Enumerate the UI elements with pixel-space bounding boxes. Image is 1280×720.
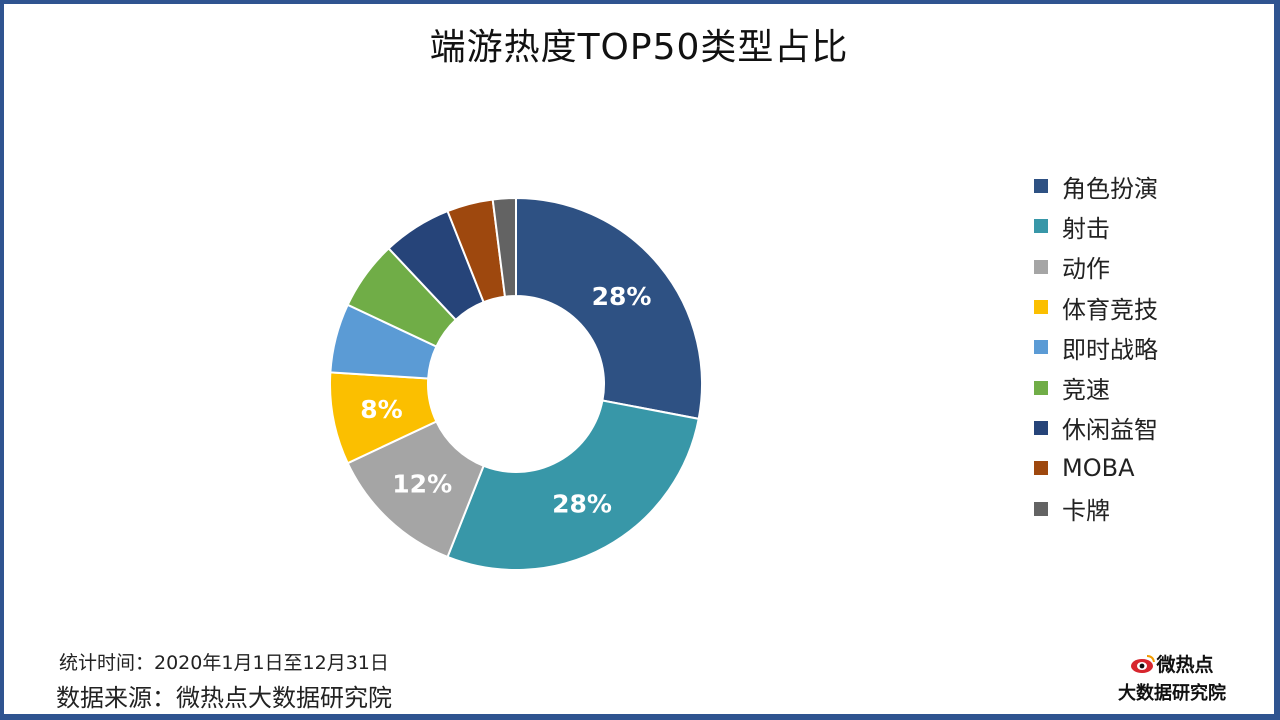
chart-title: 端游热度TOP50类型占比 (429, 27, 849, 68)
donut-chart: 28% 28% 12% 8% (329, 196, 703, 571)
legend-item: 动作 (1034, 247, 1158, 287)
chart-legend: 角色扮演射击动作体育竞技即时战略竞速休闲益智 MOBA 卡牌 (1034, 166, 1158, 529)
data-source: 数据来源：微热点大数据研究院 (56, 684, 392, 712)
slice-data-label-1: 28% (552, 490, 612, 519)
legend-item: 射击 (1034, 206, 1158, 246)
legend-swatch (1034, 420, 1048, 435)
legend-swatch (1034, 501, 1048, 516)
chart-frame: 端游热度TOP50类型占比 28% 28% 12% 8% 角色扮演射击动作体育竞技即时… (4, 4, 1274, 714)
donut-slice-8 (491, 196, 517, 298)
legend-label: 角色扮演 (1062, 174, 1158, 203)
legend-label: 体育竞技 (1062, 295, 1158, 324)
legend-item: 角色扮演 (1034, 166, 1158, 206)
slice-data-label-2: 12% (392, 469, 452, 498)
legend-label: 卡牌 (1062, 497, 1110, 526)
legend-label: 竞速 (1062, 376, 1110, 405)
statistics-period: 统计时间：2020年1月1日至12月31日 (59, 652, 389, 674)
legend-item: 竞速 (1034, 367, 1158, 407)
weibo-eye-icon (1131, 654, 1156, 673)
donut-slice-0 (515, 196, 703, 421)
legend-label: 动作 (1062, 255, 1110, 284)
brand-subtitle: 大数据研究院 (1118, 683, 1226, 704)
legend-item: 休闲益智 (1034, 408, 1158, 448)
slice-data-label-3: 8% (360, 395, 402, 424)
legend-swatch (1034, 219, 1048, 234)
legend-item: MOBA (1034, 448, 1158, 488)
legend-swatch (1034, 259, 1048, 274)
legend-swatch (1034, 179, 1048, 194)
legend-swatch (1034, 300, 1048, 315)
legend-item: 卡牌 (1034, 488, 1158, 528)
slice-data-label-0: 28% (592, 282, 652, 311)
legend-label: 射击 (1062, 214, 1110, 243)
donut-slice-1 (446, 399, 700, 571)
legend-item: 体育竞技 (1034, 287, 1158, 327)
legend-swatch (1034, 340, 1048, 355)
legend-label: MOBA (1062, 454, 1135, 483)
legend-label: 即时战略 (1062, 335, 1158, 364)
legend-swatch (1034, 380, 1048, 395)
legend-item: 即时战略 (1034, 327, 1158, 367)
brand-logo: 微热点 大数据研究院 (1102, 650, 1242, 705)
brand-name: 微热点 (1156, 654, 1214, 676)
legend-swatch (1034, 461, 1048, 476)
legend-label: 休闲益智 (1062, 416, 1158, 445)
